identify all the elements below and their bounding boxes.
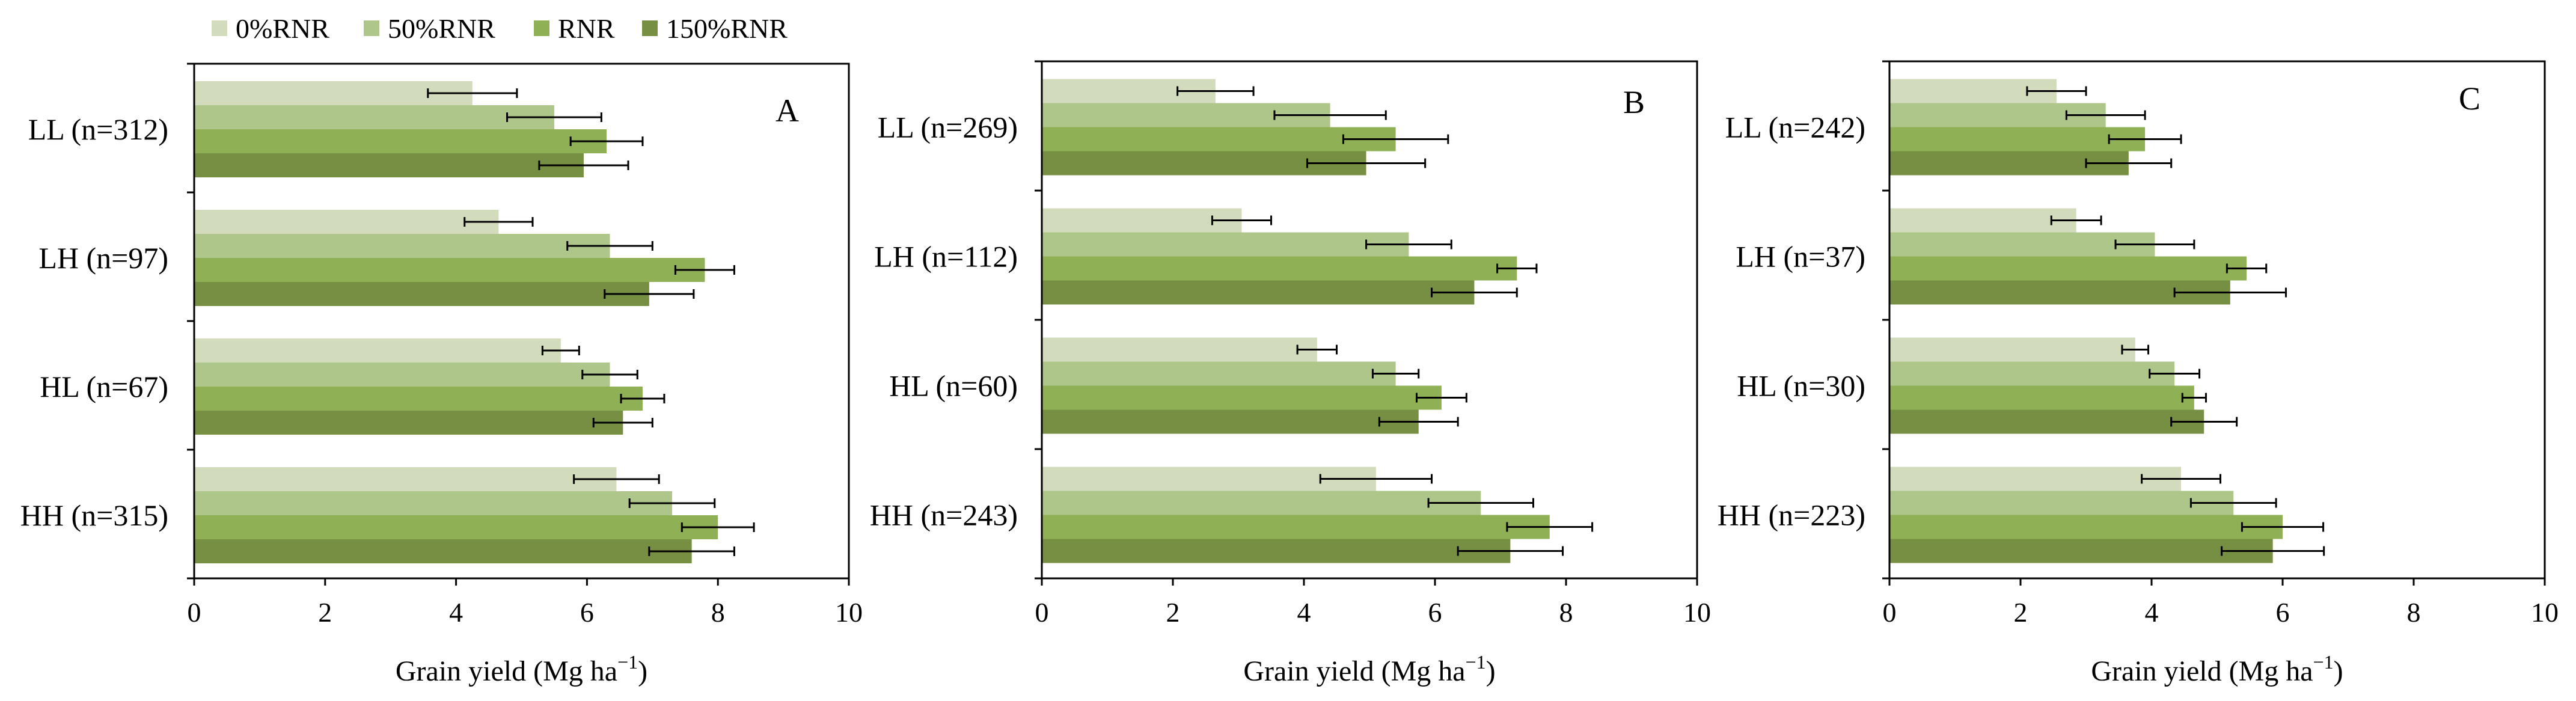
x-tick-label-B-2: 4 [1297, 597, 1311, 628]
x-tick-label-A-3: 6 [580, 597, 594, 628]
bar-C-3-2 [1889, 515, 2283, 539]
category-label-A-2: HL (n=67) [40, 370, 168, 403]
x-tick-label-C-5: 10 [2531, 597, 2559, 628]
x-tick-label-A-4: 8 [711, 597, 725, 628]
category-label-B-1: LH (n=112) [874, 240, 1018, 274]
x-tick-label-C-2: 4 [2145, 597, 2159, 628]
legend-label-3: 150%RNR [666, 13, 788, 44]
x-tick-label-A-1: 2 [318, 597, 332, 628]
panel-letter-A: A [776, 93, 799, 129]
bar-C-1-0 [1889, 208, 2076, 233]
x-tick-label-C-3: 6 [2276, 597, 2290, 628]
x-tick-label-C-1: 2 [2014, 597, 2028, 628]
legend-label-0: 0%RNR [236, 13, 329, 44]
bar-A-3-0 [194, 467, 617, 491]
chart-panels: LL (n=312) LH (n=97) HL (n=67) HH (n=315) 0 2… [20, 60, 2559, 687]
panel-letter-B: B [1623, 84, 1645, 120]
legend-label-2: RNR [558, 13, 615, 44]
bar-A-2-1 [194, 363, 610, 387]
bar-A-0-1 [194, 105, 554, 129]
category-label-C-2: HL (n=30) [1737, 369, 1865, 403]
x-tick-label-B-0: 0 [1035, 597, 1049, 628]
category-label-A-0: LL (n=312) [28, 112, 168, 146]
category-label-C-3: HH (n=223) [1718, 498, 1865, 532]
bar-A-0-3 [194, 153, 584, 177]
x-tick-label-A-0: 0 [188, 597, 201, 628]
bar-B-0-2 [1042, 127, 1396, 152]
bar-C-1-1 [1889, 232, 2155, 257]
panel-letter-C: C [2459, 81, 2480, 117]
x-tick-label-B-4: 8 [1559, 597, 1573, 628]
bar-C-0-2 [1889, 127, 2146, 152]
bar-B-3-2 [1042, 515, 1550, 539]
bar-B-3-1 [1042, 491, 1481, 515]
category-label-B-0: LL (n=269) [878, 111, 1018, 144]
x-tick-label-B-3: 6 [1428, 597, 1442, 628]
bar-C-3-3 [1889, 539, 2273, 563]
bar-C-2-2 [1889, 385, 2194, 410]
category-label-B-3: HH (n=243) [870, 498, 1018, 532]
panel-C: LL (n=242) LH (n=37) HL (n=30) HH (n=223) 0 2… [1718, 60, 2559, 687]
legend-label-1: 50%RNR [388, 13, 495, 44]
bar-B-1-1 [1042, 232, 1409, 257]
bar-A-1-1 [194, 234, 610, 258]
x-tick-label-B-1: 2 [1166, 597, 1180, 628]
bar-A-2-3 [194, 411, 623, 435]
x-tick-label-C-4: 8 [2407, 597, 2421, 628]
panel-B: LL (n=269) LH (n=112) HL (n=60) HH (n=243) 0… [870, 60, 1711, 687]
bar-A-1-0 [194, 210, 499, 234]
category-label-C-0: LL (n=242) [1725, 111, 1865, 144]
legend-swatch-2 [534, 20, 549, 36]
bar-C-3-1 [1889, 491, 2234, 515]
bar-B-1-0 [1042, 208, 1242, 233]
bar-B-1-3 [1042, 280, 1475, 305]
bar-B-1-2 [1042, 256, 1517, 281]
bar-B-2-1 [1042, 361, 1396, 386]
bar-B-2-0 [1042, 337, 1317, 362]
legend-swatch-3 [642, 20, 658, 36]
x-axis-title-C: Grain yield (Mg ha−1) [2091, 651, 2343, 687]
x-axis-title-B: Grain yield (Mg ha−1) [1243, 651, 1495, 687]
category-label-A-1: LH (n=97) [38, 241, 168, 275]
bar-C-1-3 [1889, 280, 2230, 305]
bar-C-3-0 [1889, 467, 2182, 491]
bar-A-0-0 [194, 81, 473, 105]
legend-swatch-1 [364, 20, 379, 36]
bar-C-1-2 [1889, 256, 2247, 281]
category-label-C-1: LH (n=37) [1736, 240, 1865, 274]
x-axis-title-A: Grain yield (Mg ha−1) [396, 651, 647, 687]
x-tick-label-A-5: 10 [835, 597, 863, 628]
legend-swatch-0 [212, 20, 227, 36]
bar-A-2-2 [194, 387, 643, 411]
bar-A-1-2 [194, 258, 705, 282]
bar-B-2-2 [1042, 385, 1442, 410]
bar-A-2-0 [194, 338, 561, 363]
bar-B-3-3 [1042, 539, 1511, 563]
bar-B-2-3 [1042, 409, 1419, 434]
x-tick-label-A-2: 4 [449, 597, 463, 628]
bar-C-2-1 [1889, 361, 2175, 386]
bar-C-2-0 [1889, 337, 2135, 362]
bar-A-3-1 [194, 491, 672, 515]
x-tick-label-C-0: 0 [1883, 597, 1897, 628]
bar-A-3-3 [194, 539, 692, 563]
category-label-B-2: HL (n=60) [889, 369, 1018, 403]
bar-A-3-2 [194, 515, 718, 539]
panel-A: LL (n=312) LH (n=97) HL (n=67) HH (n=315) 0 2… [20, 63, 863, 687]
x-tick-label-B-5: 10 [1683, 597, 1711, 628]
legend: 0%RNR 50%RNR RNR 150%RNR [212, 13, 788, 44]
bar-A-1-3 [194, 282, 649, 306]
category-label-A-3: HH (n=315) [20, 498, 168, 532]
bar-C-2-3 [1889, 409, 2204, 434]
bar-A-0-2 [194, 129, 607, 153]
